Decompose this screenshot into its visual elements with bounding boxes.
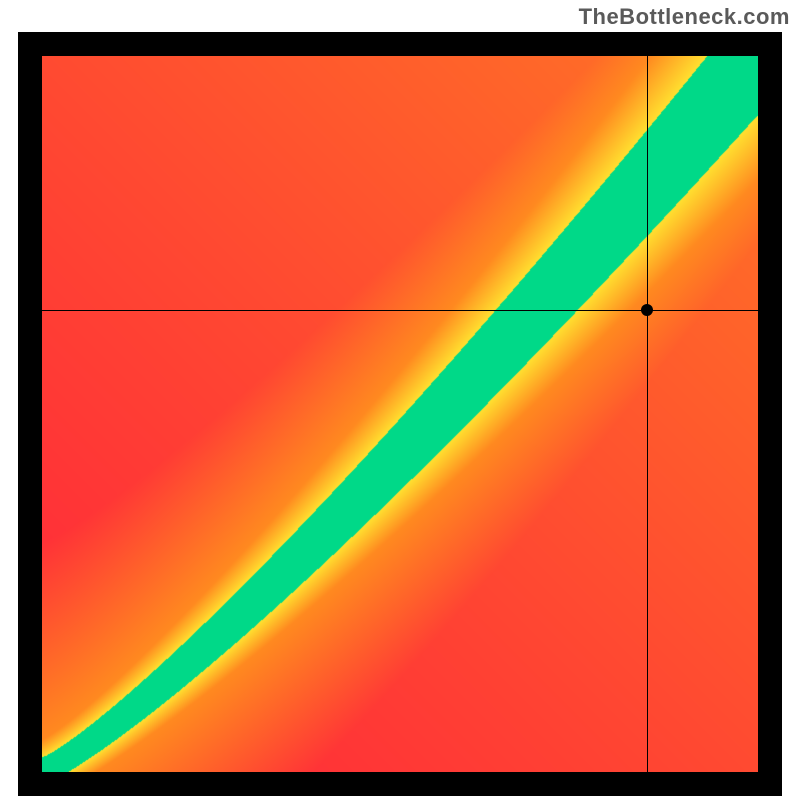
crosshair-vertical [647,56,648,772]
crosshair-marker [641,304,653,316]
heatmap-canvas [42,56,758,772]
plot-frame [18,32,782,796]
chart-container: TheBottleneck.com [0,0,800,800]
plot-inner [42,56,758,772]
watermark-text: TheBottleneck.com [579,4,790,30]
